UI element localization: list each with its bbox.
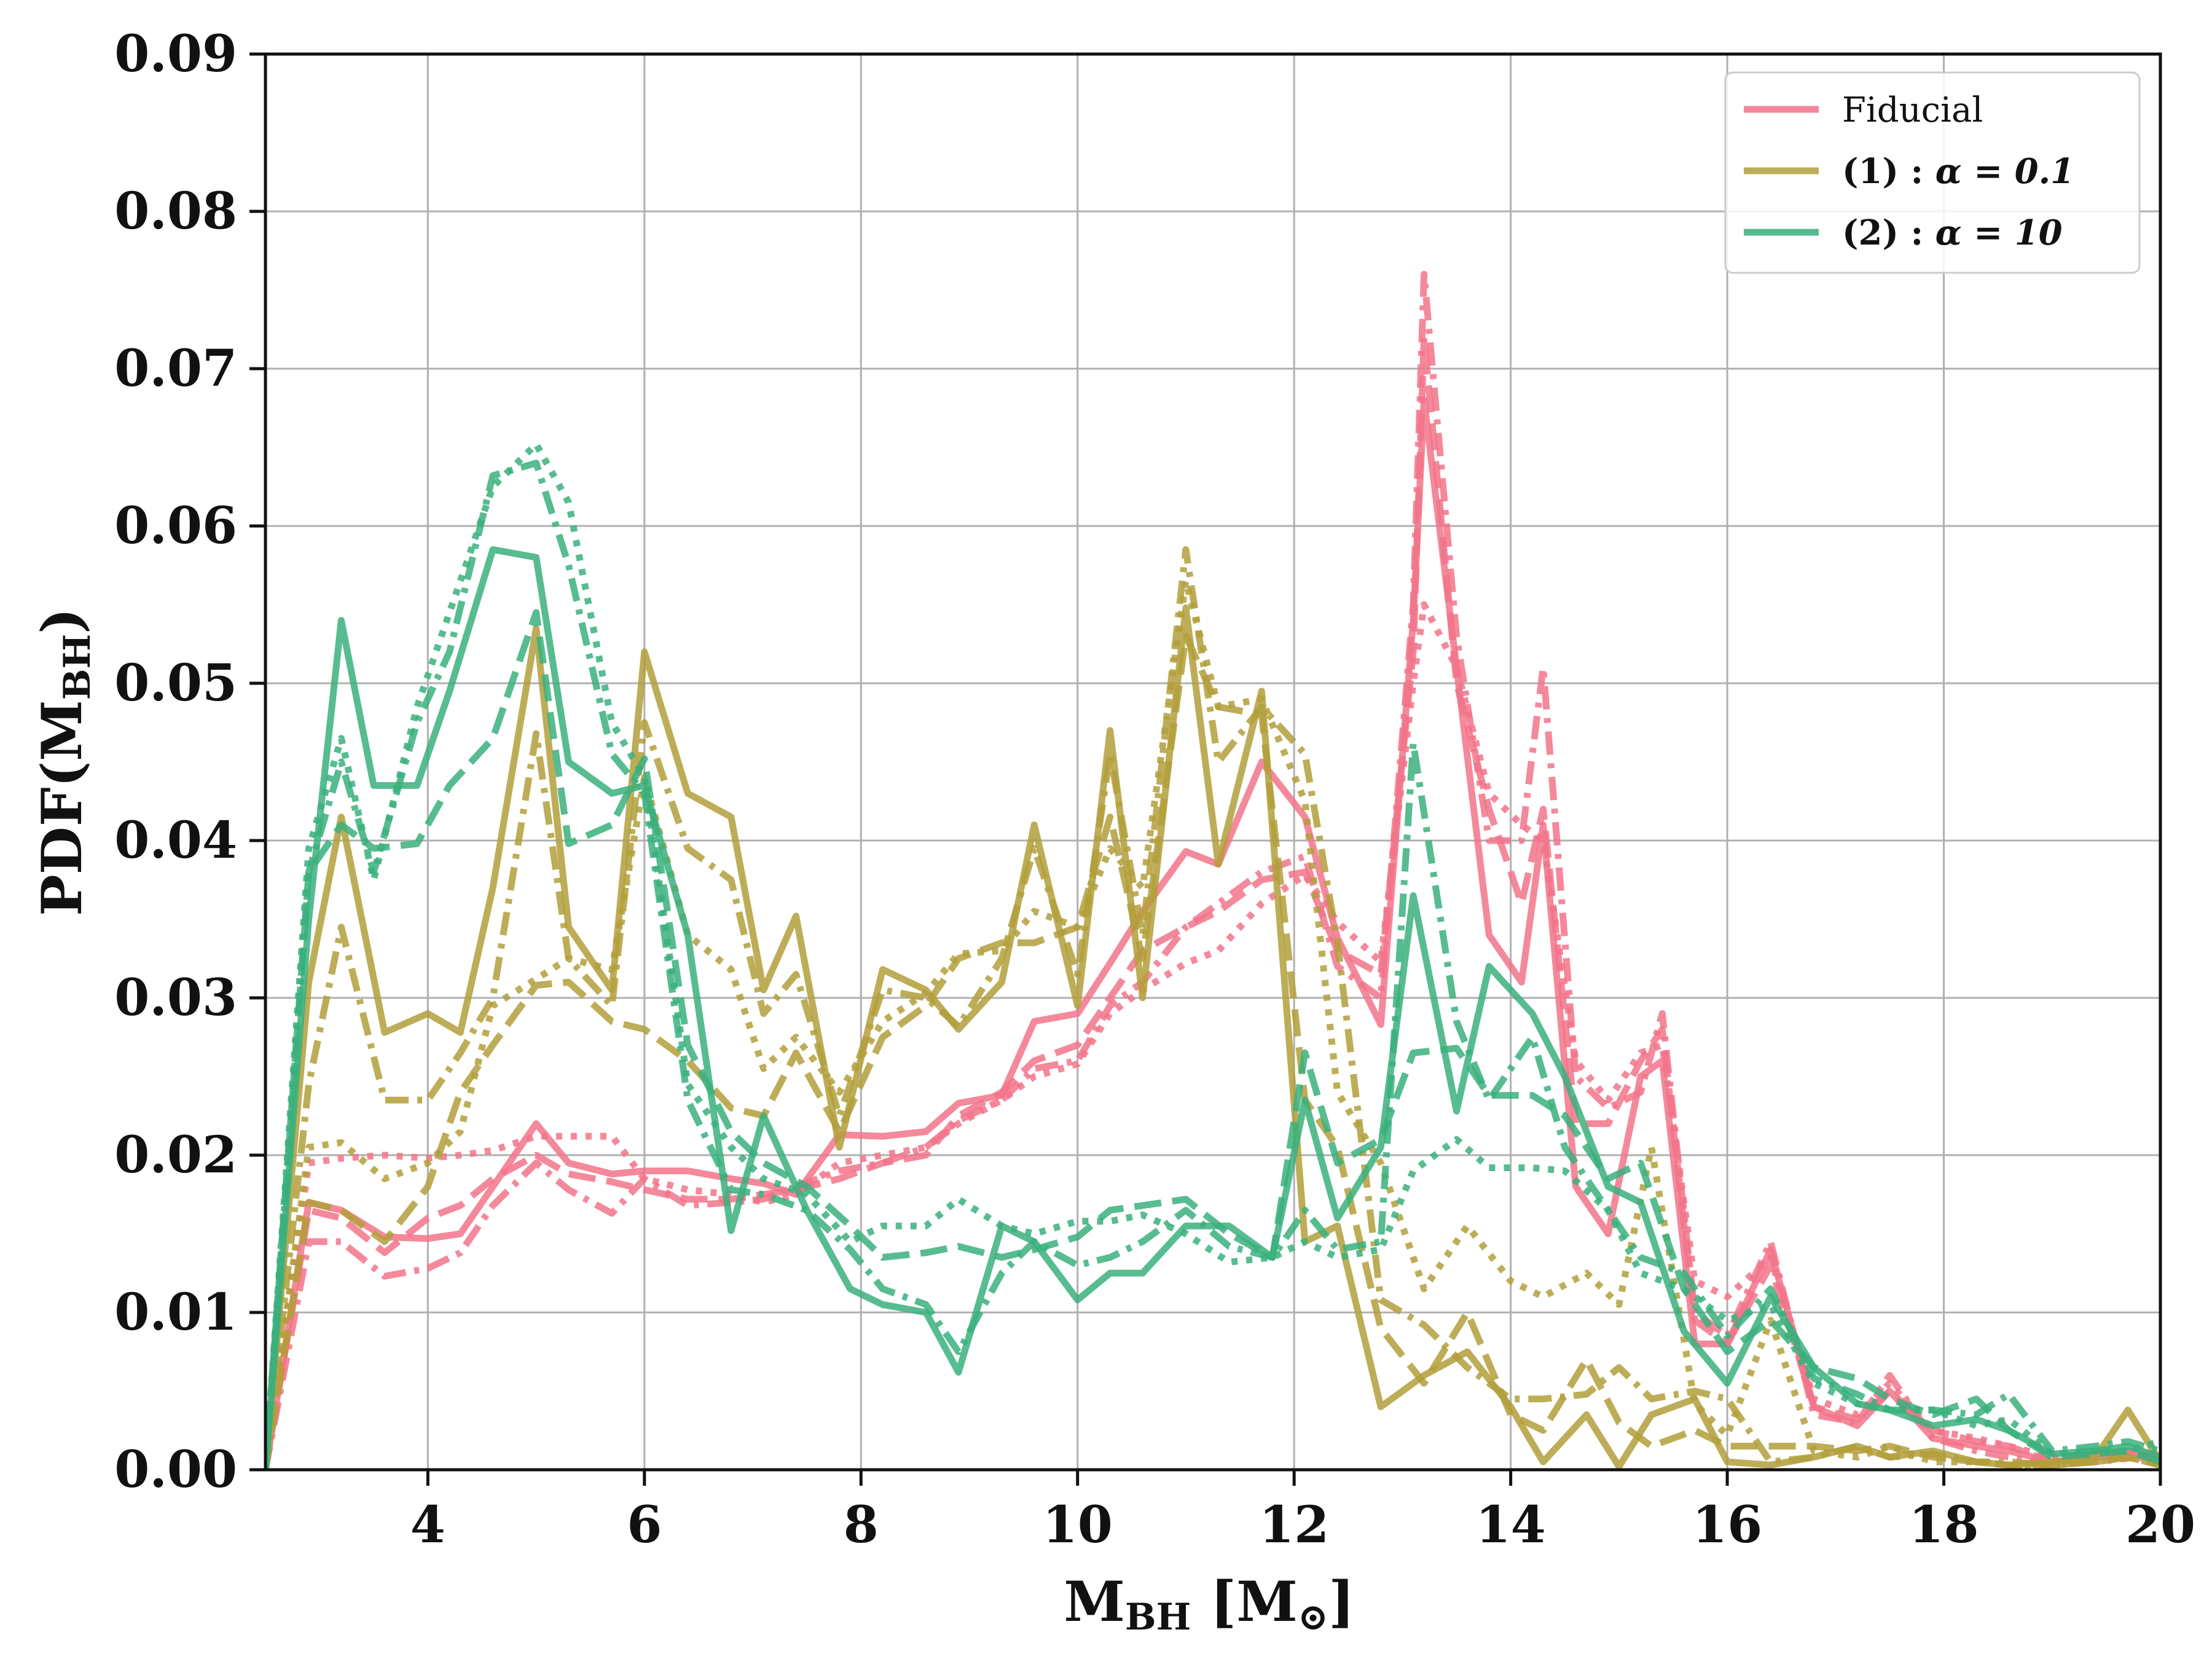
series-line-fiducial-dashed	[265, 334, 2160, 1470]
x-tick-label: 20	[2125, 1496, 2195, 1555]
y-tick-label: 0.01	[114, 1283, 237, 1342]
series-line-alpha10-dotted	[265, 441, 2160, 1470]
x-tick-label: 10	[1043, 1496, 1113, 1555]
series-line-fiducial-dotted	[265, 601, 2160, 1470]
x-axis-label: MBH [M⊙]	[1064, 1569, 1354, 1639]
y-tick-label: 0.08	[114, 182, 237, 241]
series-line-fiducial-solid	[265, 396, 2160, 1470]
x-tick-label: 12	[1259, 1496, 1329, 1555]
y-tick-label: 0.02	[114, 1126, 237, 1185]
y-axis-label: PDF(MBH)	[29, 608, 99, 916]
legend-label-alpha10: (2) : α = 10	[1842, 213, 2063, 253]
x-tick-label: 16	[1692, 1496, 1762, 1555]
series-line-alpha10-dashed	[265, 609, 2160, 1470]
series-line-alpha10-solid	[265, 546, 2160, 1470]
legend-label-fiducial: Fiducial	[1842, 90, 1983, 130]
y-tick-label: 0.00	[114, 1440, 237, 1499]
y-tick-label: 0.06	[114, 496, 237, 555]
x-tick-label: 14	[1476, 1496, 1546, 1555]
plot-frame	[264, 52, 2162, 1472]
x-tick-label: 8	[844, 1496, 879, 1555]
series-line-fiducial-dashdot	[265, 270, 2160, 1470]
y-tick-label: 0.05	[114, 654, 237, 713]
series-line-alpha10-dashdot	[265, 460, 2160, 1470]
y-tick-label: 0.03	[114, 968, 237, 1027]
y-tick-label: 0.07	[114, 339, 237, 398]
series-layer	[265, 270, 2160, 1470]
ticks: 4 6 8 10 12 14 16 18 20 0.00 0.01 0.02 0.03 0.04 0.05 0…	[114, 25, 2195, 1555]
legend-label-alpha01: (1) : α = 0.1	[1842, 151, 2074, 192]
x-tick-label: 6	[627, 1496, 662, 1555]
y-tick-label: 0.04	[114, 811, 237, 870]
legend: Fiducial (1) : α = 0.1 (2) : α = 10	[1724, 71, 2141, 274]
legend-box	[1724, 71, 2141, 274]
x-tick-label: 4	[410, 1496, 445, 1555]
y-tick-label: 0.09	[114, 25, 237, 84]
x-tick-label: 18	[1908, 1496, 1979, 1555]
series-line-alpha01-dashdot	[265, 546, 2160, 1470]
